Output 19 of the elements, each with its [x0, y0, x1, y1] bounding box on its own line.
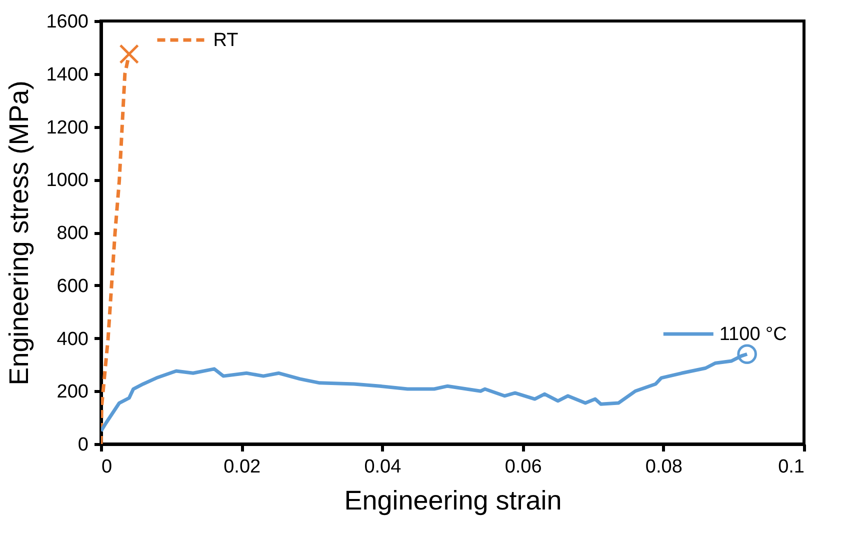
x-tick-label: 0.1 — [778, 456, 804, 478]
y-tick-label: 600 — [56, 276, 88, 297]
y-tick-label: 1000 — [46, 170, 88, 192]
x-tick-label: 0.02 — [224, 456, 261, 478]
legend-label: 1100 °C — [719, 324, 787, 346]
y-tick-label: 400 — [56, 328, 88, 350]
y-tick-label: 1400 — [46, 64, 88, 86]
x-tick-label: 0.04 — [364, 456, 402, 478]
y-tick-label: 800 — [56, 223, 88, 244]
x-axis-title: Engineering strain — [344, 486, 562, 516]
x-tick-label: 0.08 — [645, 456, 682, 478]
y-tick-label: 200 — [56, 382, 88, 403]
x-tick-label: 0 — [102, 456, 112, 478]
y-tick-label: 0 — [78, 434, 88, 456]
y-tick-label: 1200 — [46, 117, 88, 138]
x-tick-label: 0.06 — [504, 456, 542, 478]
y-axis-title: Engineering stress (MPa) — [4, 80, 34, 386]
legend-label: RT — [213, 30, 239, 52]
y-tick-label: 1600 — [46, 12, 88, 32]
